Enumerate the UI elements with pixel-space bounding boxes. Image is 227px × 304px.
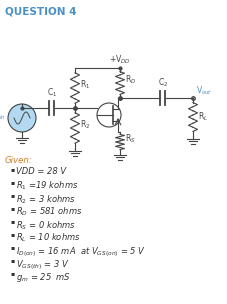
- Text: R$_S$: R$_S$: [124, 133, 135, 145]
- Text: R$_L$: R$_L$: [197, 111, 207, 123]
- Text: +V$_{DD}$: +V$_{DD}$: [109, 54, 130, 66]
- Text: VDD = 28 V: VDD = 28 V: [16, 167, 66, 176]
- Circle shape: [8, 104, 36, 132]
- Text: ▪: ▪: [10, 232, 14, 237]
- Text: R$_L$ = 10 kohms: R$_L$ = 10 kohms: [16, 232, 80, 244]
- Text: V$_{in}$: V$_{in}$: [0, 110, 6, 122]
- Text: ▪: ▪: [10, 206, 14, 211]
- Text: R$_2$ = 3 kohms: R$_2$ = 3 kohms: [16, 193, 76, 206]
- Text: C$_1$: C$_1$: [47, 87, 57, 99]
- Text: ▪: ▪: [10, 271, 14, 276]
- Text: R$_1$ =19 kohms: R$_1$ =19 kohms: [16, 180, 78, 192]
- Text: R$_D$: R$_D$: [124, 74, 136, 86]
- Text: C$_2$: C$_2$: [157, 77, 168, 89]
- Text: ▪: ▪: [10, 193, 14, 198]
- Text: V$_{out}$: V$_{out}$: [195, 85, 211, 97]
- Text: R$_1$: R$_1$: [80, 79, 90, 91]
- Text: ▪: ▪: [10, 258, 14, 263]
- Text: R$_2$: R$_2$: [80, 119, 90, 131]
- Text: R$_S$ = 0 kohms: R$_S$ = 0 kohms: [16, 219, 76, 232]
- Text: I$_{D(on)}$ = 16 mA  at V$_{GS(on)}$ = 5 V: I$_{D(on)}$ = 16 mA at V$_{GS(on)}$ = 5 …: [16, 245, 145, 259]
- Text: ▪: ▪: [10, 245, 14, 250]
- Text: ▪: ▪: [10, 180, 14, 185]
- Text: ▪: ▪: [10, 167, 14, 172]
- Text: ▪: ▪: [10, 219, 14, 224]
- Text: R$_D$ = 581 ohms: R$_D$ = 581 ohms: [16, 206, 82, 219]
- Text: g$_m$ = 25  mS: g$_m$ = 25 mS: [16, 271, 71, 284]
- Text: QUESTION 4: QUESTION 4: [5, 6, 76, 16]
- Text: Given:: Given:: [5, 156, 33, 165]
- Text: V$_{GS(th)}$ = 3 V: V$_{GS(th)}$ = 3 V: [16, 258, 69, 272]
